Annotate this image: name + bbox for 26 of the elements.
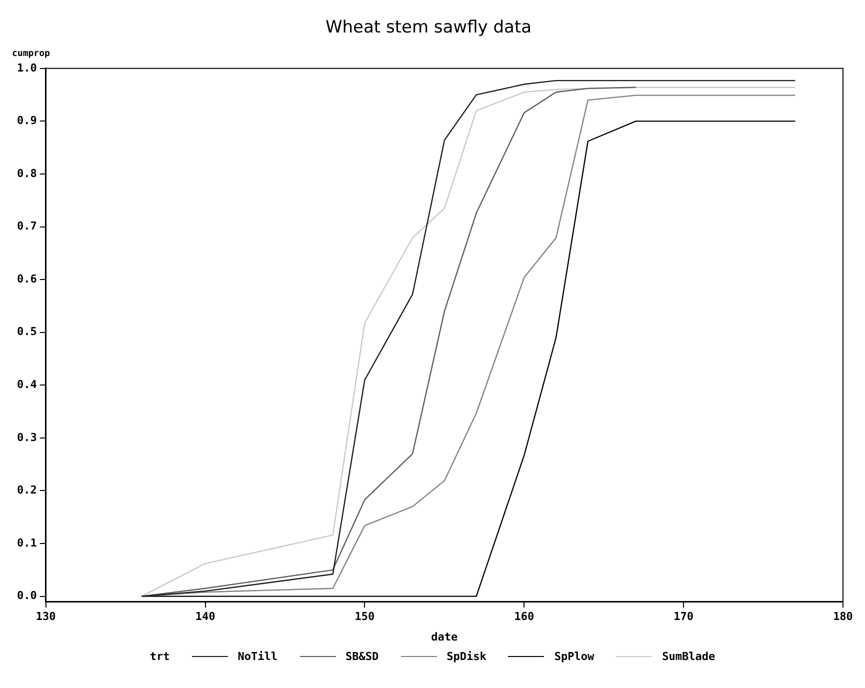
x-tick-label: 130: [36, 610, 56, 624]
y-axis-title: cumprop: [12, 49, 51, 60]
y-tick-label: 0.2: [16, 484, 37, 497]
legend-label: SpDisk: [446, 650, 486, 663]
y-tick-label: 0.7: [16, 220, 37, 233]
y-tick-label: 0.6: [16, 272, 38, 286]
y-tick-label: 0.3: [16, 430, 37, 444]
legend-label: SumBlade: [662, 650, 716, 663]
x-tick-label: 170: [674, 610, 694, 624]
x-tick-label: 160: [514, 610, 534, 624]
y-tick-label: 0.8: [16, 166, 37, 180]
legend-label: SB&SD: [346, 650, 379, 663]
y-tick-label: 0.5: [16, 325, 37, 338]
legend-label: SpPlow: [554, 650, 594, 663]
y-tick-label: 0.4: [16, 378, 38, 392]
chart-title: Wheat stem sawfly data: [325, 18, 532, 38]
y-tick-label: 0.1: [16, 536, 38, 550]
y-tick-label: 1.0: [16, 61, 37, 74]
x-tick-label: 180: [833, 610, 853, 624]
legend-label: NoTill: [238, 650, 278, 663]
y-tick-label: 0.0: [16, 589, 37, 602]
x-axis-title: date: [431, 630, 458, 644]
y-tick-label: 0.9: [16, 114, 37, 128]
x-tick-label: 150: [354, 610, 375, 624]
x-tick-label: 140: [195, 610, 216, 624]
legend-title: trt: [150, 650, 170, 663]
